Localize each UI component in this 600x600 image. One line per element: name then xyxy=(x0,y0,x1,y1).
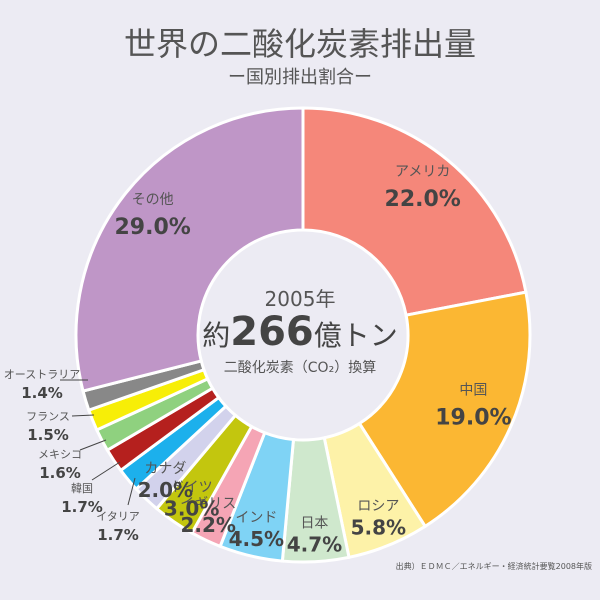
chart-subtitle: ー国別排出割合ー xyxy=(228,67,372,88)
slice-label-2: ロシア xyxy=(357,498,399,514)
center-suffix: 億トン xyxy=(314,319,398,352)
slice-13 xyxy=(74,106,305,393)
slice-1 xyxy=(357,290,532,529)
leader-line-9 xyxy=(91,461,121,481)
slice-value-4: 4.5% xyxy=(229,527,284,551)
center-prefix: 約 xyxy=(202,319,230,352)
slice-value-0: 22.0% xyxy=(385,187,461,212)
slice-label-7: カナダ xyxy=(144,461,186,477)
chart-title: 世界の二酸化炭素排出量 xyxy=(124,25,476,63)
slice-value-3: 4.7% xyxy=(287,532,342,556)
slice-value-12: 1.4% xyxy=(21,384,63,402)
slice-label-8: イタリア xyxy=(96,510,140,523)
slice-label-9: 韓国 xyxy=(71,482,93,495)
slice-value-2: 5.8% xyxy=(351,515,406,539)
slice-label-3: 日本 xyxy=(300,515,328,531)
slice-value-5: 2.2% xyxy=(181,513,236,537)
center-total: 2005年 約266億トン 二酸化炭素（CO₂）換算 xyxy=(202,287,398,376)
slice-value-11: 1.5% xyxy=(27,426,69,444)
center-year: 2005年 xyxy=(265,287,336,311)
leader-line-11 xyxy=(71,414,95,417)
leader-line-10 xyxy=(79,439,107,451)
center-note: 二酸化炭素（CO₂）換算 xyxy=(224,360,376,376)
slice-value-8: 1.7% xyxy=(97,526,139,544)
donut-slices xyxy=(74,106,532,564)
leader-lines xyxy=(60,379,136,506)
slice-0 xyxy=(301,106,528,317)
source-note: 出典）ＥＤＭＣ／エネルギー・経済統計要覧2008年版 xyxy=(396,561,592,571)
slice-value-6: 3.0% xyxy=(164,497,219,521)
center-total-amount: 約266億トン xyxy=(202,309,398,355)
slice-label-12: オーストラリア xyxy=(4,368,80,381)
slice-label-1: 中国 xyxy=(459,382,487,398)
slice-label-13: その他 xyxy=(132,192,174,208)
center-number: 266 xyxy=(230,309,314,355)
slice-label-5: イギリス xyxy=(180,496,236,512)
slice-label-10: メキシコ xyxy=(38,448,82,461)
slice-label-11: フランス xyxy=(26,410,70,423)
slice-value-10: 1.6% xyxy=(39,464,81,482)
slice-label-6: ドイツ xyxy=(171,480,213,496)
slice-value-13: 29.0% xyxy=(114,215,190,240)
slice-label-4: インド xyxy=(235,510,277,526)
slice-value-9: 1.7% xyxy=(61,498,103,516)
slice-value-7: 2.0% xyxy=(138,478,193,502)
slice-value-1: 19.0% xyxy=(435,405,511,430)
slice-label-0: アメリカ xyxy=(395,164,450,180)
leader-line-8 xyxy=(127,477,136,506)
